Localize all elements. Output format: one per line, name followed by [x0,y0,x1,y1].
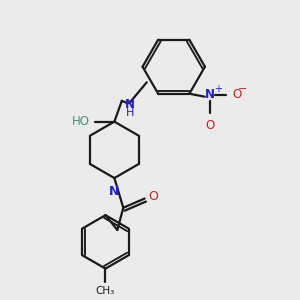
Text: H: H [126,108,134,118]
Text: +: + [214,84,222,94]
Text: O: O [206,119,215,132]
Text: HO: HO [72,115,90,128]
Text: O: O [148,190,158,203]
Text: N: N [205,88,215,101]
Text: N: N [125,98,135,111]
Text: N: N [109,184,120,198]
Text: CH₃: CH₃ [96,286,115,296]
Text: O: O [232,88,242,101]
Text: −: − [238,84,248,94]
